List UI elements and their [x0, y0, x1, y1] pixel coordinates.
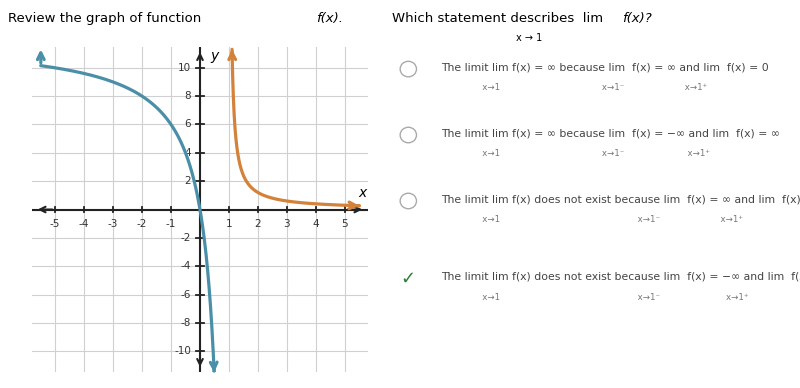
Text: 4: 4 [313, 220, 319, 229]
Text: -10: -10 [174, 346, 191, 356]
Text: 2: 2 [185, 176, 191, 186]
Text: 6: 6 [185, 120, 191, 130]
Text: 1: 1 [226, 220, 232, 229]
Text: The limit lim f(x) = ∞ because lim  f(x) = −∞ and lim  f(x) = ∞: The limit lim f(x) = ∞ because lim f(x) … [441, 128, 780, 138]
Text: Which statement describes  lim: Which statement describes lim [392, 12, 612, 25]
Text: 4: 4 [185, 148, 191, 158]
Text: -8: -8 [181, 318, 191, 328]
Text: x→1                                     x→1⁻                      x→1⁺: x→1 x→1⁻ x→1⁺ [441, 83, 707, 92]
Text: -3: -3 [108, 220, 118, 229]
Text: 2: 2 [254, 220, 262, 229]
Text: -5: -5 [50, 220, 60, 229]
Text: -2: -2 [137, 220, 147, 229]
Text: x: x [358, 185, 366, 199]
Text: -2: -2 [181, 233, 191, 243]
Text: -4: -4 [181, 261, 191, 271]
Text: 5: 5 [342, 220, 348, 229]
Text: 10: 10 [178, 63, 191, 73]
Text: The limit lim f(x) does not exist because lim  f(x) = ∞ and lim  f(x) = 0: The limit lim f(x) does not exist becaus… [441, 194, 800, 204]
Text: The limit lim f(x) = ∞ because lim  f(x) = ∞ and lim  f(x) = 0: The limit lim f(x) = ∞ because lim f(x) … [441, 62, 769, 72]
Text: y: y [210, 49, 218, 63]
Text: 3: 3 [283, 220, 290, 229]
Text: x → 1: x → 1 [517, 33, 542, 43]
Text: x→1                                                  x→1⁻                       : x→1 x→1⁻ [441, 293, 749, 302]
Text: f(x).: f(x). [316, 12, 343, 25]
Text: -6: -6 [181, 289, 191, 300]
Text: 8: 8 [185, 91, 191, 101]
Text: Review the graph of function: Review the graph of function [8, 12, 206, 25]
Text: The limit lim f(x) does not exist because lim  f(x) = −∞ and lim  f(x) = ∞: The limit lim f(x) does not exist becaus… [441, 272, 800, 282]
Text: x→1                                     x→1⁻                       x→1⁺: x→1 x→1⁻ x→1⁺ [441, 149, 710, 158]
Text: ✓: ✓ [401, 270, 416, 288]
Text: f(x)?: f(x)? [622, 12, 652, 25]
Text: -4: -4 [79, 220, 90, 229]
Text: -1: -1 [166, 220, 176, 229]
Text: x→1                                                  x→1⁻                      x: x→1 x→1⁻ x [441, 215, 743, 224]
